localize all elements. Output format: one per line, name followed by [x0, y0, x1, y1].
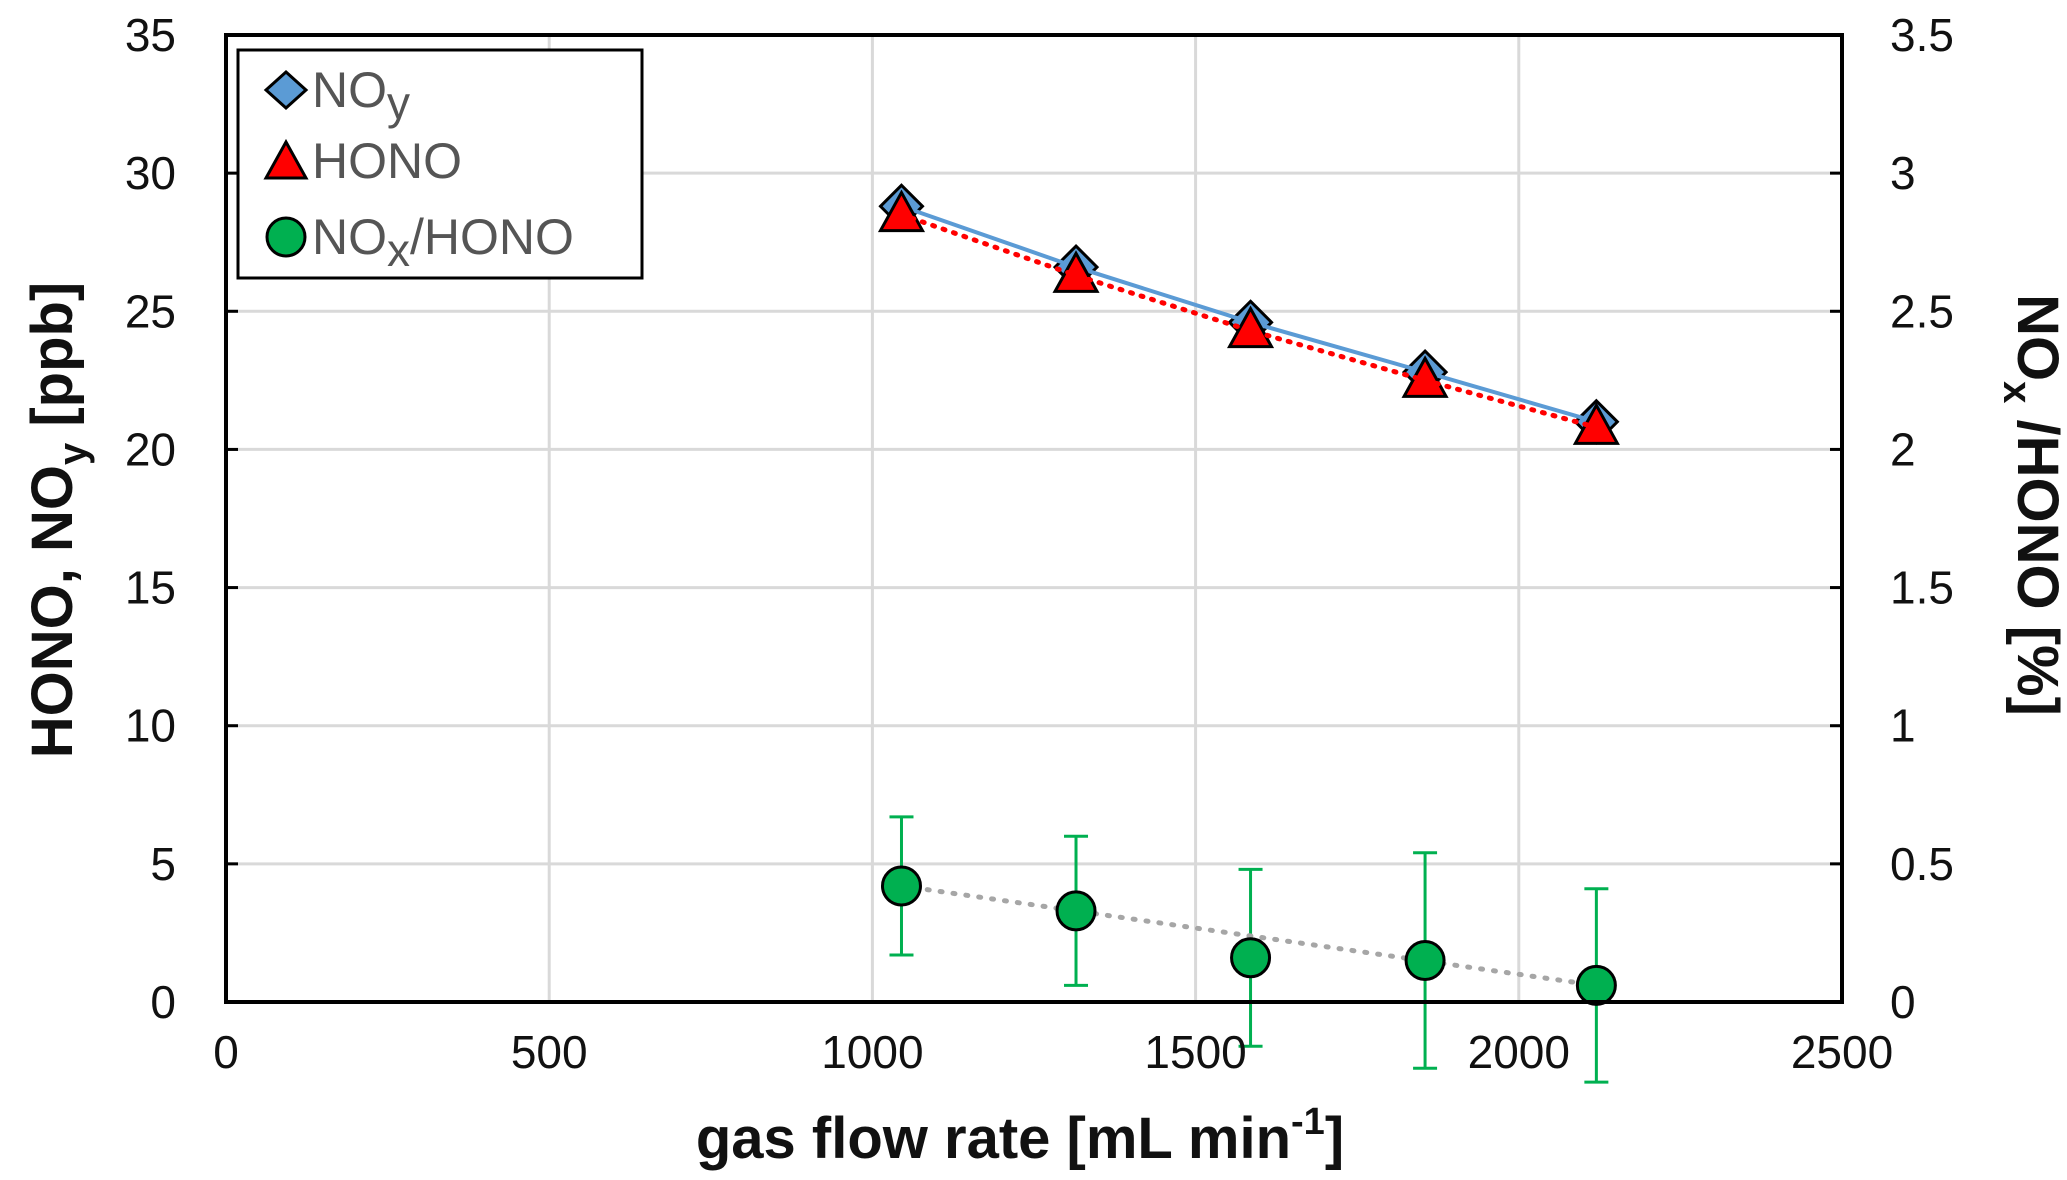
y2-tick-label: 1.5 [1890, 562, 1954, 614]
legend-label-noy: NOy [312, 62, 410, 129]
y2-tick-label: 1 [1890, 700, 1916, 752]
data-point-triangle [1227, 305, 1275, 349]
y-tick-label: 20 [125, 423, 176, 475]
grid-lines [226, 35, 1842, 1002]
y-tick-label: 10 [125, 700, 176, 752]
data-point-triangle [877, 189, 926, 233]
y2-tick-label: 3.5 [1890, 9, 1954, 61]
y2-tick-label: 0.5 [1890, 838, 1954, 890]
y-tick-label: 15 [125, 562, 176, 614]
legend-triangle-icon [263, 138, 309, 180]
data-point-circle [1055, 890, 1097, 932]
y-tick-label: 25 [125, 285, 176, 337]
series-hono [877, 189, 1620, 445]
data-point-circle [1230, 937, 1272, 979]
data-point-circle [1575, 964, 1617, 1006]
x-tick-label: 1000 [821, 1026, 923, 1078]
y2-tick-label: 2.5 [1890, 285, 1954, 337]
legend-label-nox-hono: NOx/HONO [312, 209, 574, 276]
y-tick-label: 0 [150, 976, 176, 1028]
y-axis-title: HONO, NOy [ppb] [20, 282, 95, 759]
x-tick-label: 0 [213, 1026, 239, 1078]
y-tick-label: 30 [125, 147, 176, 199]
plot-series [877, 183, 1620, 1084]
x-tick-label: 500 [511, 1026, 588, 1078]
y2-tick-label: 0 [1890, 976, 1916, 1028]
y2-axis-title: NOx /HONO [%] [1995, 294, 2067, 716]
plot-area-frame [224, 33, 1844, 1004]
axis-tick-labels: 0 500 1000 1500 2000 25000510152025303500.511… [125, 9, 1954, 1078]
x-tick-label: 2500 [1791, 1026, 1893, 1078]
legend-item-hono: HONO [263, 133, 462, 189]
trend-line [898, 883, 1599, 988]
x-axis-title: gas flow rate [mL min-1] [696, 1101, 1344, 1171]
x-tick-label: 1500 [1144, 1026, 1246, 1078]
legend-circle-icon [265, 216, 307, 258]
y-tick-label: 35 [125, 9, 176, 61]
legend-item-nox-hono: NOx/HONO [265, 209, 574, 276]
y2-tick-label: 2 [1890, 423, 1916, 475]
legend-item-noy: NOy [263, 62, 410, 129]
legend-label-hono: HONO [312, 133, 462, 189]
trend-line [898, 212, 1599, 430]
y2-tick-label: 3 [1890, 147, 1916, 199]
x-tick-label: 2000 [1468, 1026, 1570, 1078]
data-point-circle [880, 865, 922, 907]
y-tick-label: 5 [150, 838, 176, 890]
data-point-circle [1404, 940, 1446, 982]
legend: NOy HONO NOx/HONO [236, 48, 644, 280]
series-nox-hono [880, 815, 1617, 1084]
legend-diamond-icon [263, 69, 309, 111]
